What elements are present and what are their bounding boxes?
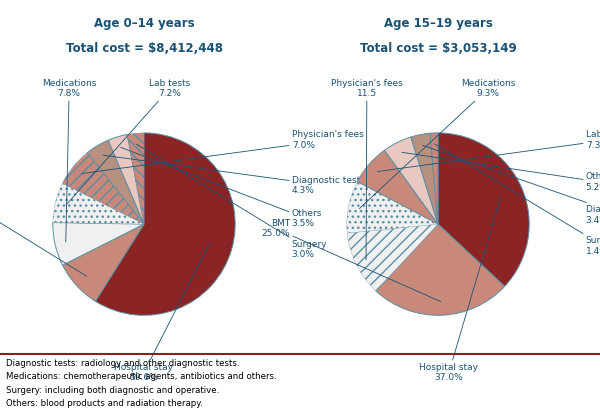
Text: Medications: chemotherapeutic agents, antibiotics and others.: Medications: chemotherapeutic agents, an… <box>6 372 277 381</box>
Wedge shape <box>347 224 438 291</box>
Text: Surgery
3.0%: Surgery 3.0% <box>137 144 328 259</box>
Text: BMT
25.0%: BMT 25.0% <box>262 219 440 302</box>
Text: Total cost = $8,412,448: Total cost = $8,412,448 <box>65 42 223 54</box>
Text: Lab tests
7.2%: Lab tests 7.2% <box>66 79 190 205</box>
Wedge shape <box>358 150 438 224</box>
Wedge shape <box>95 133 235 315</box>
Wedge shape <box>62 153 144 224</box>
Text: BMT
8.7%: BMT 8.7% <box>0 203 86 276</box>
Wedge shape <box>53 183 144 224</box>
Text: Medications
7.8%: Medications 7.8% <box>42 79 97 242</box>
Text: Age 15–19 years: Age 15–19 years <box>383 17 493 29</box>
Wedge shape <box>347 182 438 233</box>
Text: Physician's fees
11.5: Physician's fees 11.5 <box>331 79 403 260</box>
Text: Lab tests
7.3%: Lab tests 7.3% <box>377 130 600 171</box>
Text: Hospital stay
37.0%: Hospital stay 37.0% <box>419 197 501 382</box>
Wedge shape <box>127 133 144 224</box>
Text: Surgery
1.4%: Surgery 1.4% <box>434 144 600 256</box>
Text: Diagnostic tests
3.4%: Diagnostic tests 3.4% <box>422 145 600 225</box>
Text: Surgery: including both diagnostic and operative.: Surgery: including both diagnostic and o… <box>6 386 219 395</box>
Text: Medications
9.3%: Medications 9.3% <box>359 79 515 209</box>
Text: Diagnostic tests: radiology and other diagnostic tests.: Diagnostic tests: radiology and other di… <box>6 359 239 368</box>
Wedge shape <box>62 224 144 301</box>
Text: Physician's fees
7.0%: Physician's fees 7.0% <box>82 130 364 173</box>
Text: Hospital stay
59.6%: Hospital stay 59.6% <box>115 243 210 382</box>
Wedge shape <box>411 133 438 224</box>
Text: Total cost = $3,053,149: Total cost = $3,053,149 <box>359 42 517 54</box>
Text: Age 0–14 years: Age 0–14 years <box>94 17 194 29</box>
Wedge shape <box>53 222 144 265</box>
Wedge shape <box>376 224 505 315</box>
Text: Others: blood products and radiation therapy.: Others: blood products and radiation the… <box>6 399 203 408</box>
Text: Others
5.2%: Others 5.2% <box>402 152 600 192</box>
Wedge shape <box>108 134 144 224</box>
Wedge shape <box>430 133 438 224</box>
Text: Others
3.5%: Others 3.5% <box>121 147 322 228</box>
Wedge shape <box>438 133 529 286</box>
Wedge shape <box>385 137 438 224</box>
Text: Diagnostic tests
4.3%: Diagnostic tests 4.3% <box>103 155 365 195</box>
Wedge shape <box>87 140 144 224</box>
